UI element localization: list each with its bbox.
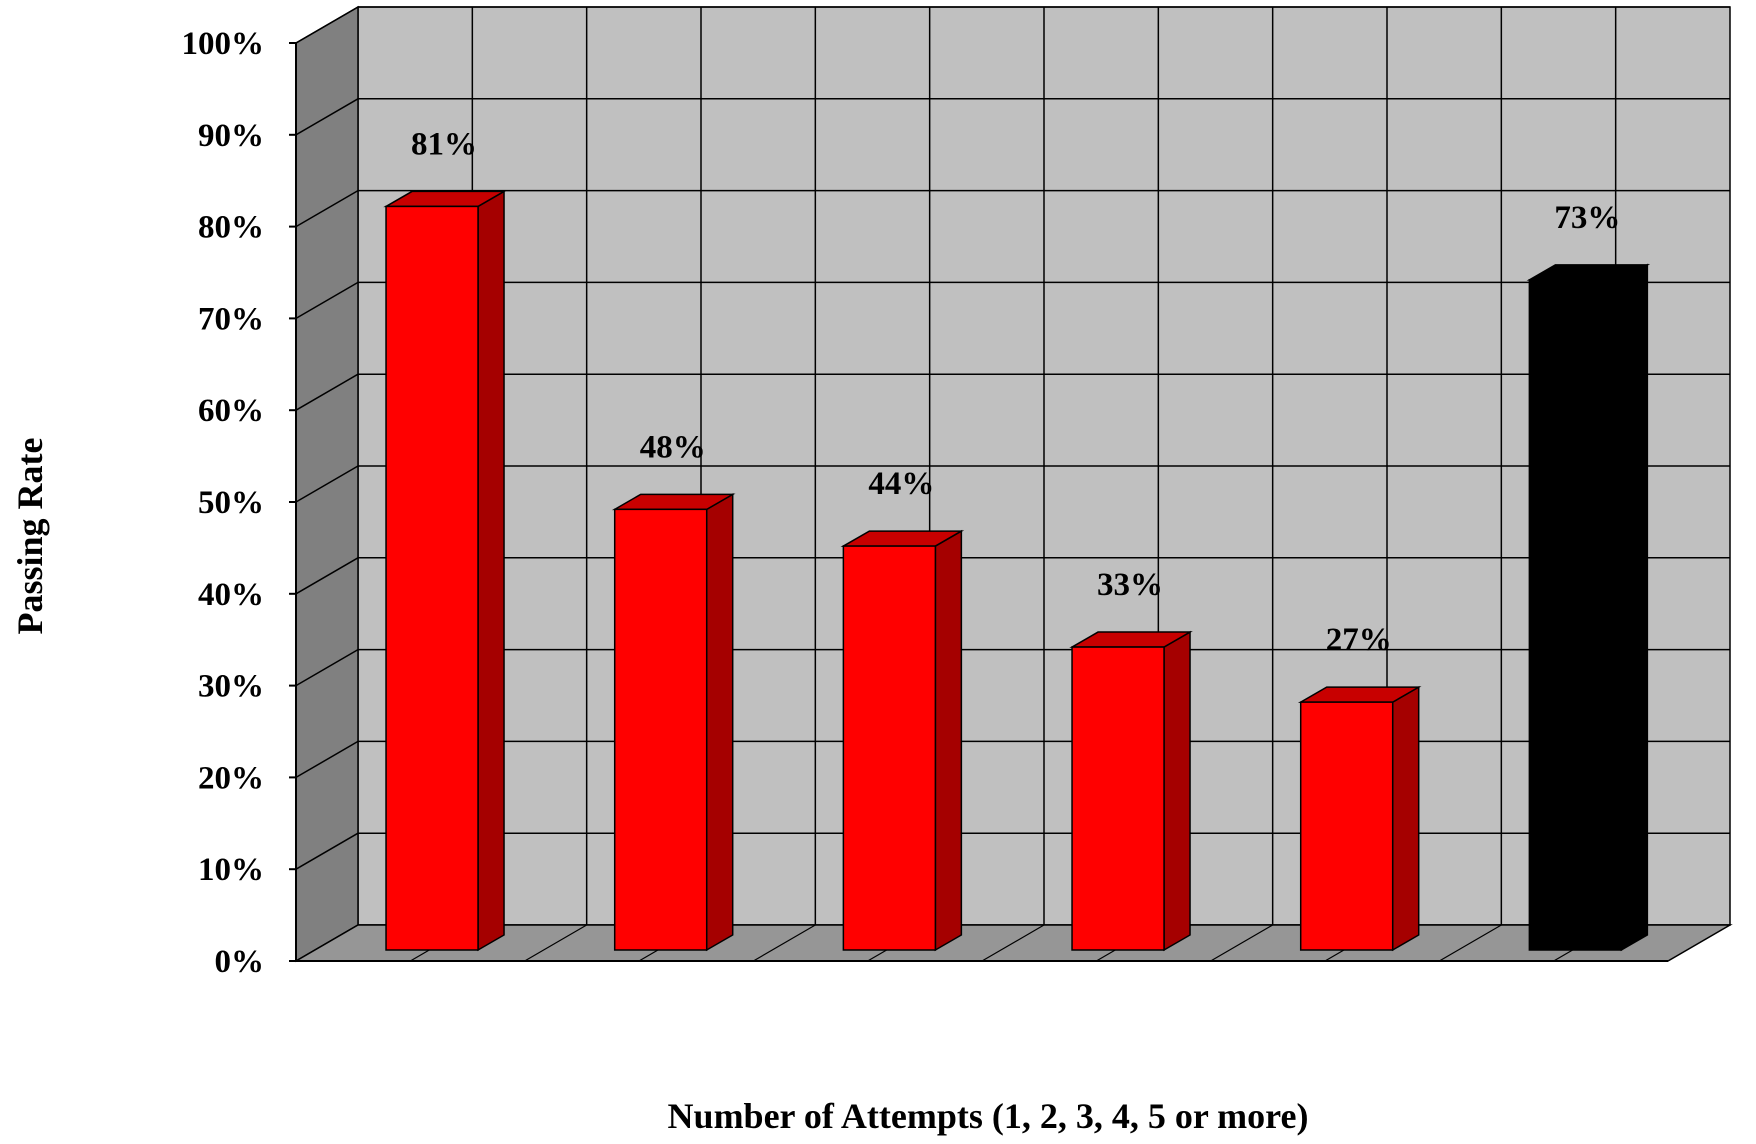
bar-side [1163, 630, 1191, 952]
bar-1 [383, 190, 507, 952]
gridline-side [295, 832, 359, 870]
y-tick-label: 90% [198, 118, 264, 154]
data-label: 48% [640, 429, 706, 465]
bar-side [705, 493, 734, 952]
bar-front [1299, 701, 1394, 951]
bar-6 [1526, 263, 1651, 952]
floor-gridline [1439, 924, 1502, 962]
y-tick-label: 20% [198, 760, 264, 796]
floor-gridline [1210, 924, 1273, 962]
gridline-side [295, 6, 359, 44]
y-tick-label: 0% [215, 944, 265, 980]
gridline-side [295, 281, 359, 320]
chart-floor [293, 924, 1733, 962]
floor-gridline [981, 924, 1045, 962]
bar-front [1528, 279, 1623, 951]
bar-side [477, 190, 505, 952]
bar-front [842, 545, 937, 951]
gridline-side [295, 740, 359, 779]
y-tick-label: 70% [198, 301, 264, 337]
y-tick-label: 50% [198, 485, 264, 521]
data-label: 44% [868, 466, 934, 502]
bar-side [1620, 263, 1649, 952]
gridline-side [295, 373, 359, 411]
data-label: 33% [1097, 567, 1163, 603]
gridline-side [295, 98, 359, 136]
gridline-side [295, 557, 359, 595]
floor-gridline [524, 924, 587, 962]
bar-4 [1069, 630, 1193, 952]
y-tick-label: 10% [198, 852, 264, 888]
y-tick-label: 60% [198, 393, 264, 429]
data-label: 73% [1554, 200, 1620, 236]
bar-front [385, 205, 479, 951]
gridline-side [295, 189, 359, 228]
floor-gridline [753, 924, 816, 962]
bar-side [934, 529, 963, 952]
x-axis-title: Number of Attempts (1, 2, 3, 4, 5 or mor… [668, 1096, 1309, 1136]
data-label: 81% [411, 126, 477, 162]
bar-front [1071, 646, 1165, 951]
y-axis-ticks: 0% 10% 20% 30% 40% 50% 60% 70% 80% 90% 100% [182, 26, 1668, 980]
y-tick-label: 30% [198, 669, 264, 705]
data-labels: 81% 48% 44% 33% 27% 73% [411, 126, 1620, 658]
chart-walls [295, 5, 1731, 963]
y-tick-label: 80% [198, 210, 264, 246]
bar-5 [1297, 685, 1422, 952]
gridline-side [295, 648, 359, 687]
bars [383, 190, 1651, 952]
y-tick-label: 40% [198, 577, 264, 613]
bar-2 [611, 493, 736, 952]
y-axis-title: Passing Rate [10, 437, 50, 634]
bar-side [1391, 685, 1420, 952]
bar-3 [840, 529, 965, 952]
data-label: 27% [1326, 622, 1392, 658]
y-tick-label: 100% [182, 26, 265, 62]
bar-front [613, 508, 708, 951]
gridline-side [295, 465, 359, 503]
